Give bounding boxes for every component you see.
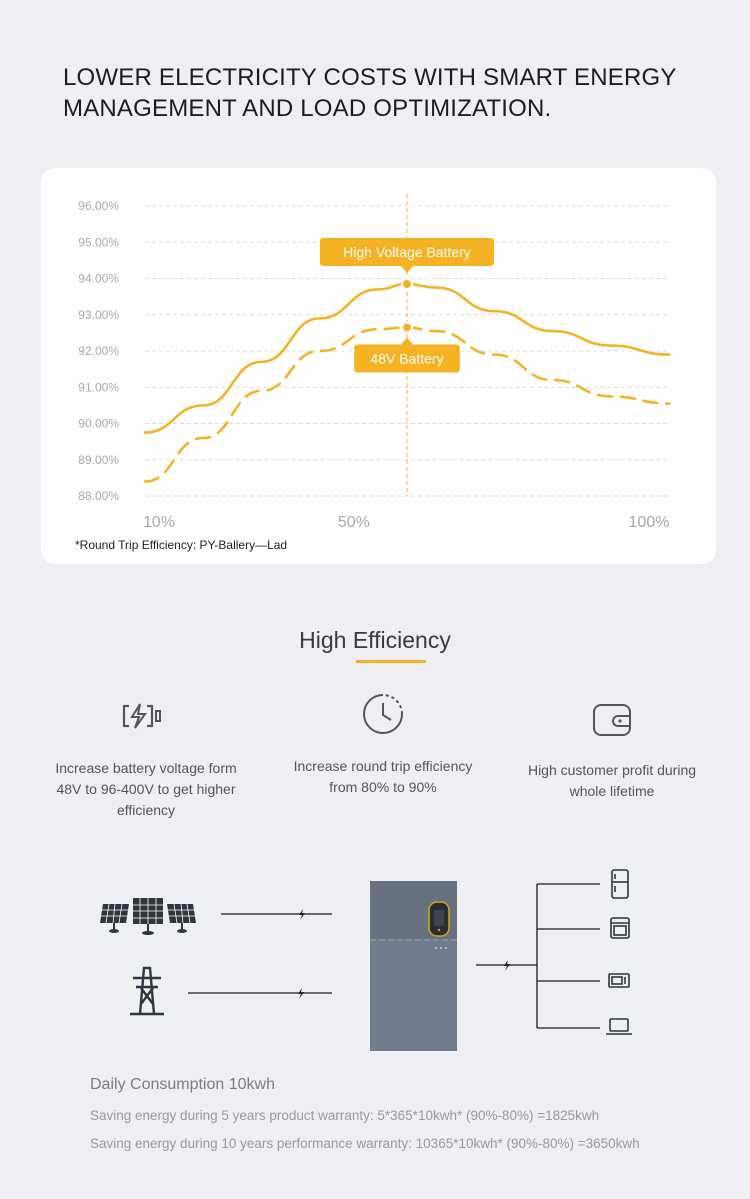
feature-customer-profit: High customer profit during whole lifeti… — [512, 700, 712, 802]
efficiency-chart-card: 96.00% 95.00% 94.00% 93.00% 92.00% 91.00% 90.0… — [41, 168, 716, 564]
load-connectors — [476, 883, 600, 1029]
battery-48v-series-line — [143, 326, 671, 483]
headline: LOWER ELECTRICITY COSTS WITH SMART ENERG… — [63, 64, 677, 122]
chart-footnote: *Round Trip Efficiency: PY-Ballery—Lad — [75, 538, 288, 552]
series-label-bubble — [354, 344, 460, 373]
refrigerator-icon — [611, 869, 629, 899]
laptop-icon — [606, 1018, 632, 1035]
feature-text: Increase round trip efficiency from 80% … — [293, 758, 473, 795]
feature-round-trip: Increase round trip efficiency from 80% … — [283, 692, 483, 798]
battery-cabinet — [370, 881, 457, 1051]
x-tick-label: 10% — [143, 514, 175, 531]
battery-charge-icon — [122, 703, 161, 729]
microwave-icon — [608, 973, 630, 988]
series-label-pointer — [401, 265, 413, 273]
y-tick-label: 94.00% — [78, 272, 119, 286]
clock-icon — [363, 694, 403, 734]
consumption-title: Daily Consumption 10kwh — [90, 1076, 275, 1093]
source-connectors — [188, 909, 332, 999]
y-tick-label: 88.00% — [78, 489, 119, 503]
bolt-icon — [504, 960, 510, 971]
x-tick-label: 50% — [338, 514, 370, 531]
y-tick-label: 90.00% — [78, 417, 119, 431]
y-tick-label: 91.00% — [78, 380, 119, 394]
wallet-icon — [593, 704, 631, 736]
efficiency-chart: 96.00% 95.00% 94.00% 93.00% 92.00% 91.00% 90.0… — [78, 194, 671, 531]
power-tower-icon — [130, 966, 164, 1016]
series-label: High Voltage Battery — [343, 244, 471, 260]
series-label-bubble — [320, 237, 494, 266]
section-underline — [356, 660, 426, 663]
section-title: High Efficiency — [299, 627, 451, 653]
saving-line-10-years: Saving energy during 10 years performanc… — [90, 1136, 640, 1151]
series-marker-point — [401, 277, 413, 290]
y-tick-label: 93.00% — [78, 308, 119, 322]
y-tick-label: 92.00% — [78, 344, 119, 358]
series-label-pointer — [401, 337, 413, 345]
x-tick-label: 100% — [629, 514, 670, 531]
energy-flow-diagram — [100, 869, 632, 1051]
y-tick-label: 89.00% — [78, 453, 119, 467]
solar-panels-icon — [100, 898, 196, 935]
feature-battery-voltage: Increase battery voltage form 48V to 96-… — [46, 700, 246, 821]
y-tick-label: 95.00% — [78, 235, 119, 249]
high-voltage-series-line — [143, 282, 671, 434]
feature-text: Increase battery voltage form 48V to 96-… — [55, 760, 237, 818]
saving-line-5-years: Saving energy during 5 years product war… — [90, 1108, 600, 1123]
series-marker-point — [401, 321, 413, 334]
feature-text: High customer profit during whole lifeti… — [527, 762, 697, 799]
oven-icon — [610, 917, 630, 939]
y-tick-label: 96.00% — [78, 199, 119, 213]
series-label: 48V Battery — [370, 350, 443, 366]
